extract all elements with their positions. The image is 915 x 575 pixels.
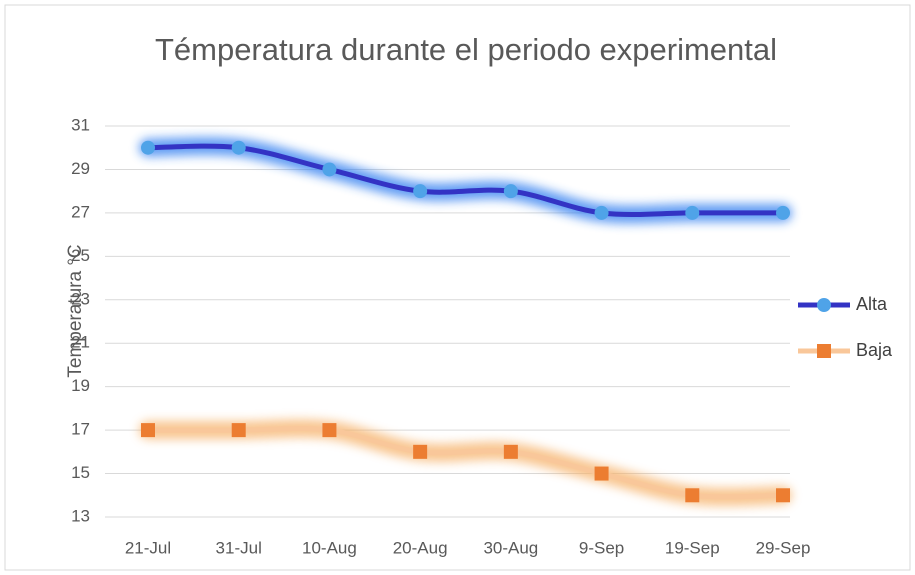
y-tick-label: 17 <box>71 420 90 439</box>
y-tick-label: 29 <box>71 159 90 178</box>
marker <box>685 488 700 503</box>
marker <box>322 162 337 177</box>
marker <box>503 184 518 199</box>
marker <box>776 205 790 220</box>
marker <box>141 140 155 155</box>
chart-title: Témperatura durante el periodo experimen… <box>155 32 777 67</box>
x-tick-label: 9-Sep <box>579 538 624 557</box>
line <box>145 426 786 500</box>
chart-border <box>4 4 911 571</box>
x-tick-label: 20-Aug <box>393 538 448 557</box>
y-tick-label: 25 <box>71 246 90 265</box>
y-tick-label: 23 <box>71 289 90 308</box>
y-tick-label: 27 <box>71 202 90 221</box>
marker <box>594 466 609 481</box>
marker <box>685 205 700 220</box>
y-tick-label: 15 <box>71 463 90 482</box>
legend-marker <box>817 344 831 358</box>
marker <box>231 423 246 438</box>
y-tick-label: 19 <box>71 376 90 395</box>
line <box>145 143 786 217</box>
x-tick-label: 10-Aug <box>302 538 357 557</box>
y-tick-label: 21 <box>71 333 90 352</box>
marker <box>231 140 246 155</box>
marker <box>141 423 155 438</box>
x-tick-label: 31-Jul <box>216 538 262 557</box>
y-tick-label: 13 <box>71 506 90 525</box>
marker <box>503 444 518 459</box>
marker <box>776 488 790 503</box>
legend-label: Baja <box>856 340 893 360</box>
y-axis-label: Temperatura °C <box>65 244 86 377</box>
y-tick-label: 31 <box>71 115 90 134</box>
marker <box>594 205 609 220</box>
marker <box>413 444 428 459</box>
marker <box>413 184 428 199</box>
x-tick-label: 19-Sep <box>665 538 720 557</box>
legend-label: Alta <box>856 294 888 314</box>
x-tick-label: 30-Aug <box>483 538 538 557</box>
x-tick-label: 21-Jul <box>125 538 171 557</box>
x-tick-label: 29-Sep <box>756 538 811 557</box>
legend-marker <box>817 298 831 312</box>
marker <box>322 423 337 438</box>
